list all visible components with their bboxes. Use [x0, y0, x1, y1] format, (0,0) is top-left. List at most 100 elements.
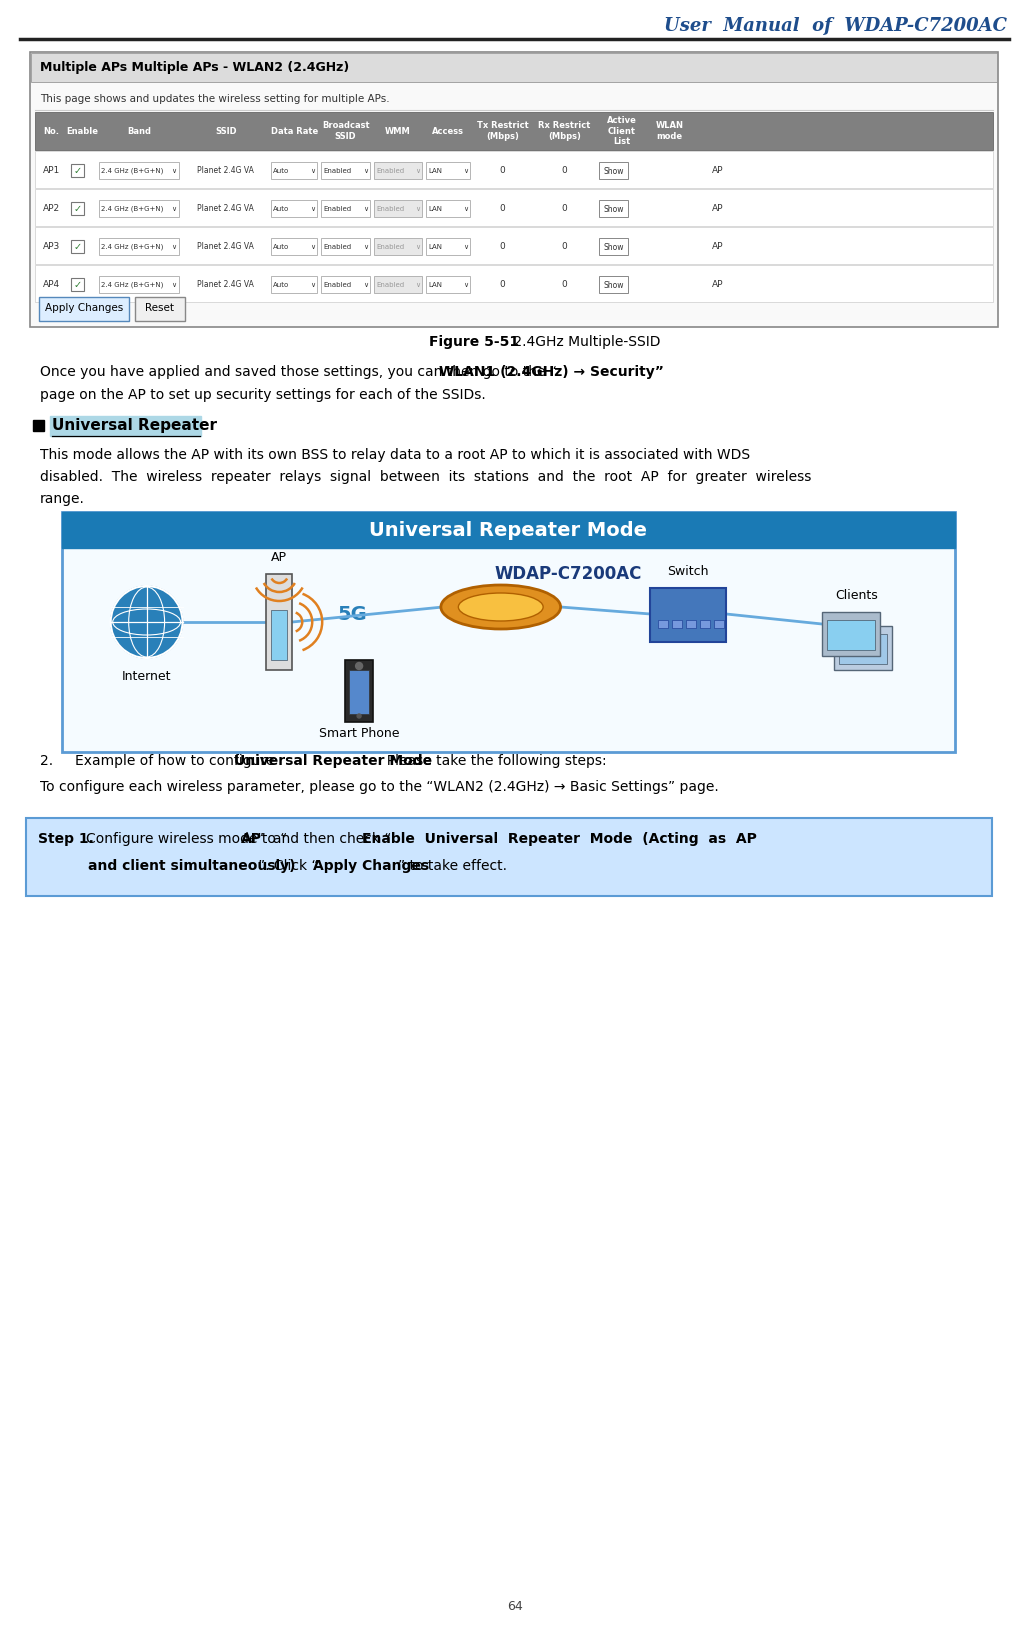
Bar [834, 626, 892, 670]
Bar [71, 202, 84, 215]
Bar [35, 228, 993, 264]
Text: 0: 0 [499, 241, 506, 251]
Text: ∨: ∨ [310, 244, 315, 251]
Text: 64: 64 [507, 1601, 522, 1614]
Text: Multiple APs Multiple APs - WLAN2 (2.4GHz): Multiple APs Multiple APs - WLAN2 (2.4GH… [40, 60, 349, 73]
Text: SSID: SSID [215, 127, 236, 135]
Text: Universal Repeater Mode: Universal Repeater Mode [233, 753, 431, 768]
Text: Switch: Switch [668, 565, 709, 578]
Bar [71, 164, 84, 177]
Text: Clients: Clients [836, 589, 878, 602]
Bar [321, 238, 370, 255]
Bar [599, 163, 628, 179]
Bar [33, 420, 44, 431]
Text: ∨: ∨ [415, 244, 420, 251]
Text: 0: 0 [561, 241, 568, 251]
Text: Enable  Universal  Repeater  Mode  (Acting  as  AP: Enable Universal Repeater Mode (Acting a… [362, 831, 756, 846]
Text: 2.4 GHz (B+G+N): 2.4 GHz (B+G+N) [101, 205, 163, 212]
Text: Rx Restrict
(Mbps): Rx Restrict (Mbps) [539, 122, 590, 140]
Text: ∨: ∨ [462, 281, 467, 288]
Bar [35, 189, 993, 226]
Text: Figure 5-51: Figure 5-51 [429, 335, 519, 350]
FancyBboxPatch shape [26, 818, 992, 896]
Bar [374, 200, 422, 216]
Text: Show: Show [604, 205, 623, 213]
Bar [99, 163, 179, 179]
Text: Enabled: Enabled [376, 244, 405, 251]
Bar [71, 241, 84, 254]
Text: AP: AP [712, 280, 723, 288]
Text: ”. Click “: ”. Click “ [258, 859, 318, 874]
Text: ∨: ∨ [462, 168, 467, 174]
Text: ∨: ∨ [310, 207, 315, 212]
Text: Enabled: Enabled [376, 207, 405, 212]
Bar [345, 661, 373, 722]
Text: WLAN1 (2.4GHz) → Security”: WLAN1 (2.4GHz) → Security” [439, 364, 664, 379]
Text: 2.4 GHz (B+G+N): 2.4 GHz (B+G+N) [101, 244, 163, 251]
Text: Reset: Reset [146, 303, 174, 312]
Bar [62, 513, 955, 548]
Text: WMM: WMM [385, 127, 411, 135]
Text: AP4: AP4 [42, 280, 60, 288]
Bar [426, 200, 470, 216]
Text: ∨: ∨ [415, 207, 420, 212]
Bar [99, 277, 179, 293]
Text: ”  and then check “: ” and then check “ [257, 831, 391, 846]
Text: To configure each wireless parameter, please go to the “WLAN2 (2.4GHz) → Basic S: To configure each wireless parameter, pl… [40, 779, 718, 794]
Text: WLAN
mode: WLAN mode [655, 122, 683, 140]
Text: AP3: AP3 [42, 241, 60, 251]
Bar [672, 620, 682, 628]
Text: Apply Changes: Apply Changes [44, 303, 123, 312]
Text: Configure wireless mode to “: Configure wireless mode to “ [86, 831, 287, 846]
Bar [839, 635, 886, 664]
Text: 2.4G: 2.4G [308, 530, 358, 550]
Bar [99, 200, 179, 216]
Bar [650, 587, 727, 643]
Text: AP: AP [712, 241, 723, 251]
Text: Access: Access [431, 127, 463, 135]
Text: Enabled: Enabled [323, 244, 351, 251]
Text: 2.4 GHz (B+G+N): 2.4 GHz (B+G+N) [101, 281, 163, 288]
Text: 2.     Example of how to configure: 2. Example of how to configure [40, 753, 279, 768]
Ellipse shape [441, 586, 560, 630]
Text: ✓: ✓ [73, 166, 82, 176]
Text: No.: No. [43, 127, 60, 135]
Text: Enabled: Enabled [323, 168, 351, 174]
Text: 0: 0 [561, 280, 568, 288]
Bar [686, 620, 697, 628]
Bar [374, 238, 422, 255]
Text: Enabled: Enabled [376, 168, 405, 174]
Text: ✓: ✓ [73, 203, 82, 215]
Text: ∨: ∨ [363, 168, 368, 174]
Circle shape [110, 586, 183, 657]
Text: Planet 2.4G VA: Planet 2.4G VA [197, 166, 254, 174]
Text: Smart Phone: Smart Phone [319, 727, 399, 740]
Text: Auto: Auto [273, 168, 290, 174]
Bar [35, 151, 993, 189]
Bar [266, 574, 292, 670]
Text: LAN: LAN [428, 207, 442, 212]
Bar [321, 163, 370, 179]
Text: Enabled: Enabled [323, 281, 351, 288]
Text: Planet 2.4G VA: Planet 2.4G VA [197, 280, 254, 288]
Text: AP: AP [240, 831, 262, 846]
Bar [35, 265, 993, 303]
Text: Show: Show [604, 166, 623, 176]
Bar [599, 277, 628, 293]
Text: ” to take effect.: ” to take effect. [398, 859, 507, 874]
Text: 0: 0 [499, 203, 506, 213]
Text: Planet 2.4G VA: Planet 2.4G VA [197, 203, 254, 213]
Text: Internet: Internet [122, 670, 171, 683]
Text: AP1: AP1 [42, 166, 60, 174]
Bar [321, 200, 370, 216]
Text: range.: range. [40, 491, 85, 506]
Bar [271, 610, 287, 661]
Text: ∨: ∨ [310, 281, 315, 288]
Bar [426, 163, 470, 179]
Text: Step 1.: Step 1. [38, 831, 94, 846]
Bar [271, 200, 317, 216]
Text: ∨: ∨ [462, 207, 467, 212]
Circle shape [356, 662, 362, 669]
Text: Enabled: Enabled [323, 207, 351, 212]
Bar [31, 54, 997, 81]
